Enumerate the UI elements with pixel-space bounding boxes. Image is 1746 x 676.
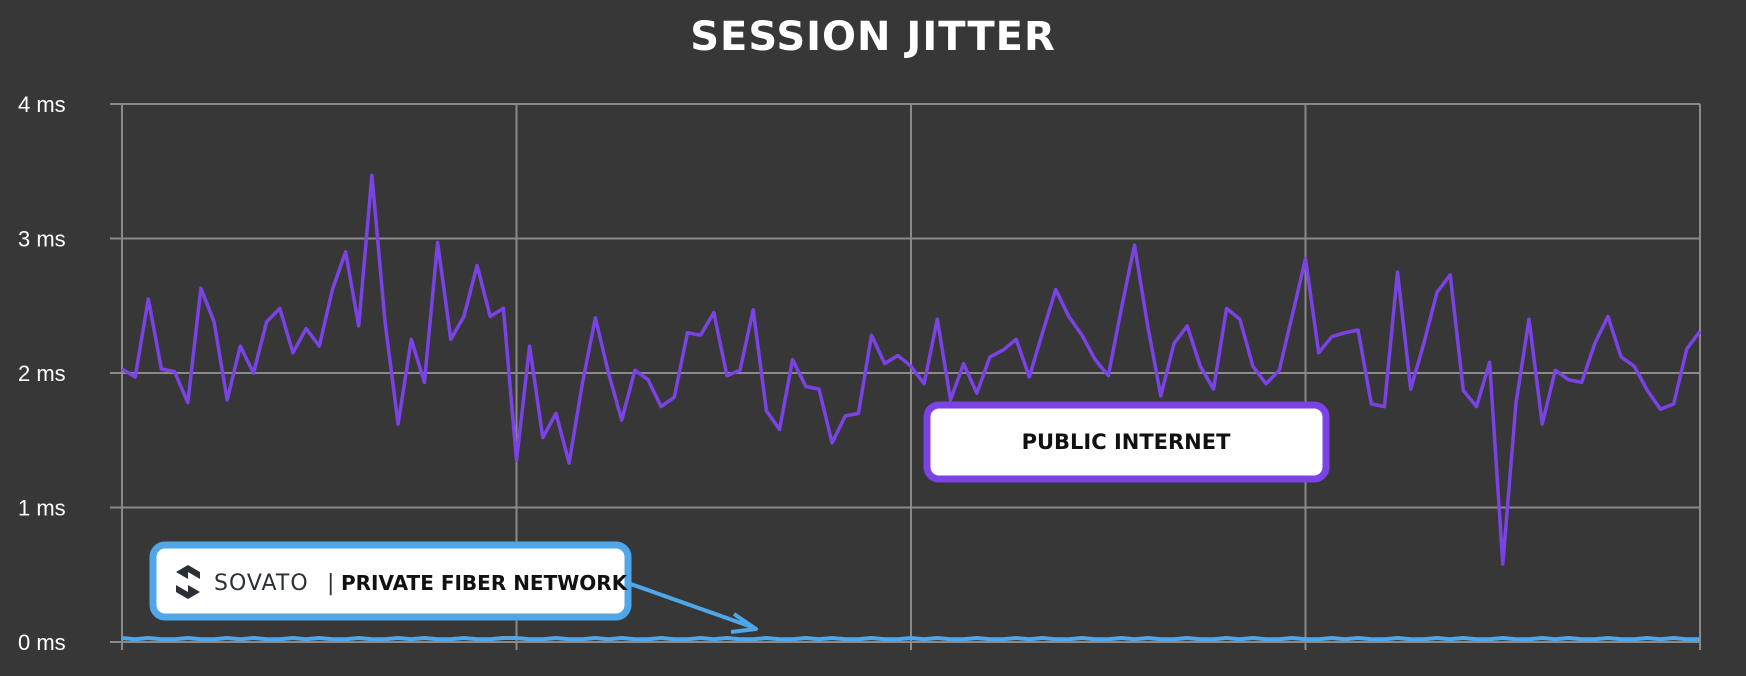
private-arrow [624, 580, 758, 634]
private-fiber-label: PRIVATE FIBER NETWORK [341, 571, 629, 595]
y-tick-label: 0 ms [18, 630, 66, 655]
private-fiber-series-line [121, 636, 1700, 642]
brand-separator: | [327, 571, 334, 596]
y-tick-label: 2 ms [18, 361, 66, 386]
gridlines [110, 103, 1701, 650]
series-lines [121, 173, 1702, 642]
public-internet-callout: PUBLIC INTERNET [923, 401, 1330, 483]
private-fiber-callout: SOVATO | PRIVATE FIBER NETWORK [149, 541, 632, 621]
y-tick-label: 1 ms [18, 496, 66, 521]
sovato-brand-name: SOVATO [214, 571, 309, 596]
y-axis-ticks: 0 ms 1 ms 2 ms 3 ms 4 ms [18, 92, 66, 655]
chart-title: SESSION JITTER [690, 14, 1056, 60]
public-internet-series-line [121, 173, 1702, 566]
y-tick-label: 4 ms [18, 92, 66, 117]
public-internet-label: PUBLIC INTERNET [1022, 430, 1232, 454]
sovato-logo-icon [176, 565, 200, 599]
y-tick-label: 3 ms [18, 227, 66, 252]
